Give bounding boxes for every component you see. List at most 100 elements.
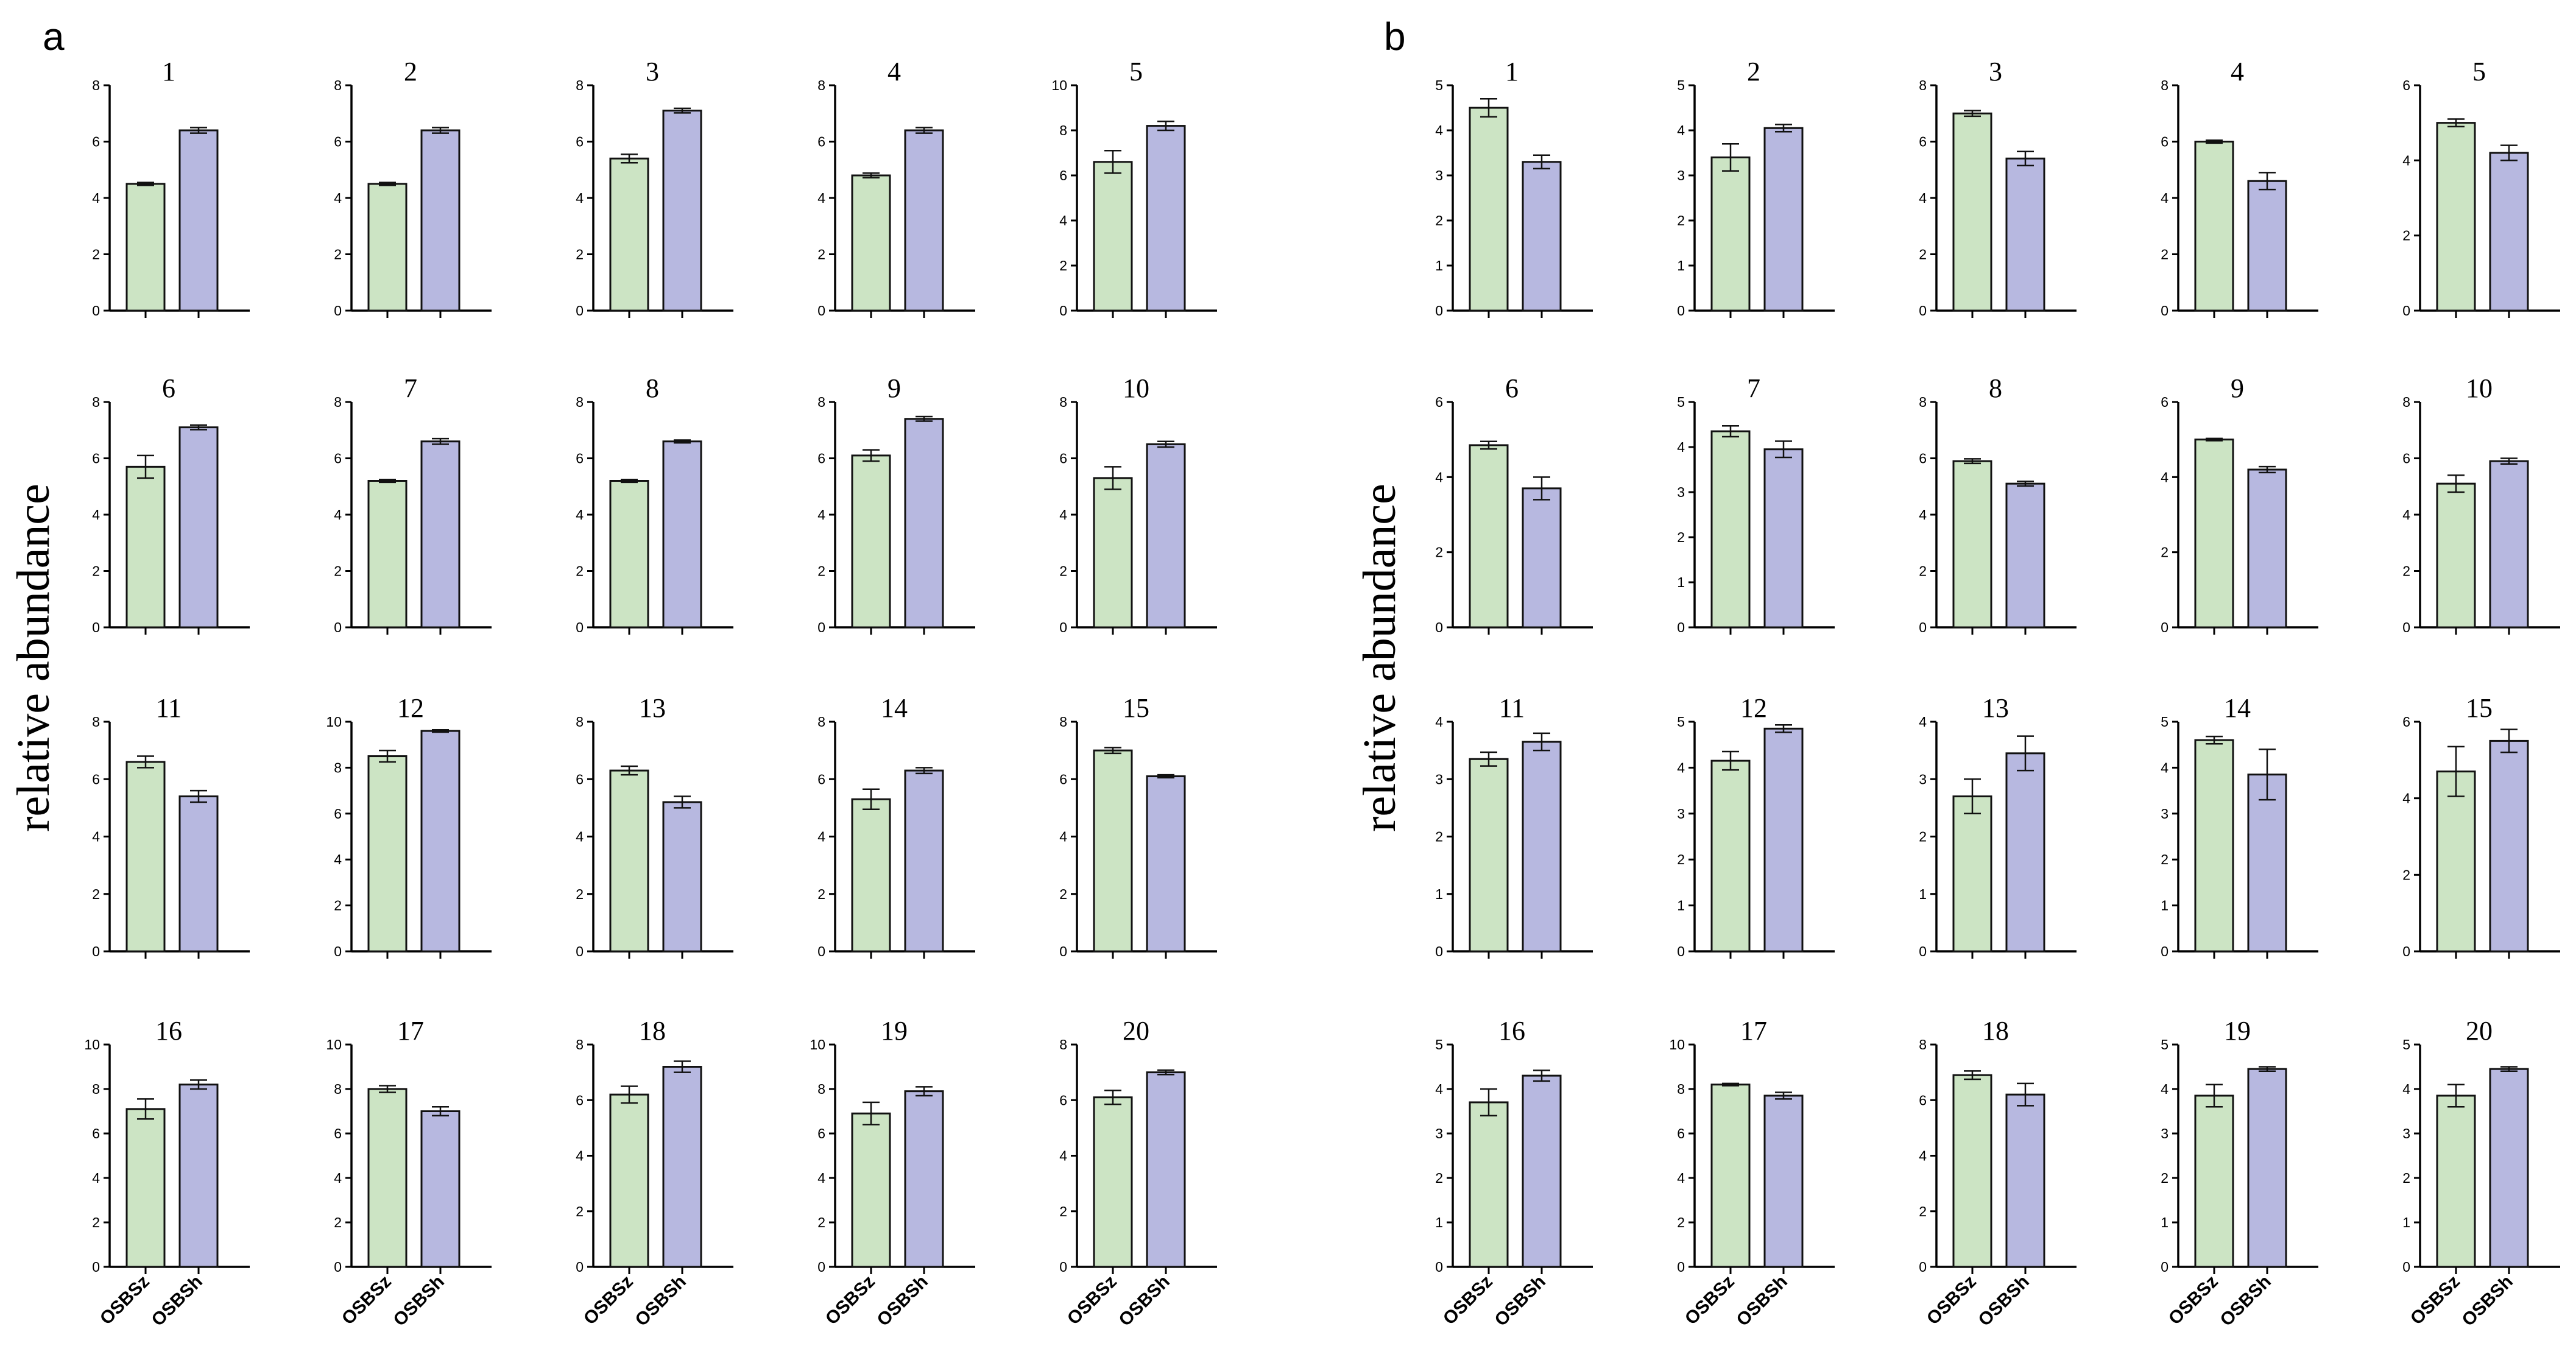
subplot-title: 13 xyxy=(639,693,666,723)
y-tick-label: 4 xyxy=(334,190,342,206)
x-category-label: OSBSz xyxy=(1681,1272,1738,1329)
bar-OSBSz xyxy=(1710,760,1751,953)
panel-label-b: b xyxy=(1384,15,1406,58)
y-tick-label: 3 xyxy=(1919,771,1927,787)
subplot-b-6: 6 0 2 4 6 xyxy=(1435,373,1593,635)
bar-OSBSz xyxy=(1952,460,1992,629)
y-tick-label: 0 xyxy=(1059,303,1067,319)
y-tick-label: 4 xyxy=(334,851,342,867)
y-tick-label: 3 xyxy=(1435,167,1443,183)
y-tick-label: 8 xyxy=(1919,394,1927,410)
subplot-a-5: 5 0 2 4 6 8 10 xyxy=(1051,57,1217,319)
y-tick-label: 10 xyxy=(1051,77,1067,93)
subplot-title: 9 xyxy=(2231,373,2244,403)
y-tick-label: 3 xyxy=(1435,1126,1443,1141)
y-tick-label: 2 xyxy=(817,563,825,579)
x-category-label: OSBSz xyxy=(1923,1272,1980,1329)
y-tick-label: 0 xyxy=(2402,619,2410,635)
bar-OSBSz xyxy=(851,174,891,312)
bar-OSBSz xyxy=(609,157,649,312)
y-tick-label: 6 xyxy=(2161,394,2168,410)
y-tick-label: 2 xyxy=(1435,1170,1443,1186)
bar-OSBSz xyxy=(1710,430,1751,629)
y-tick-label: 8 xyxy=(576,394,584,410)
y-tick-label: 8 xyxy=(1059,394,1067,410)
subplot-title: 12 xyxy=(397,693,424,723)
y-tick-label: 2 xyxy=(1677,1214,1685,1230)
y-tick-label: 2 xyxy=(92,1214,100,1230)
y-tick-label: 8 xyxy=(1919,1037,1927,1052)
y-tick-label: 2 xyxy=(334,247,342,263)
subplot-a-9: 9 0 2 4 6 8 xyxy=(817,373,975,635)
subplot-title: 10 xyxy=(1123,373,1149,403)
bar-OSBSz xyxy=(1093,749,1133,953)
y-tick-label: 6 xyxy=(92,451,100,467)
bar-OSBSh xyxy=(420,1110,461,1268)
bar-OSBSz xyxy=(609,1093,649,1268)
y-tick-label: 5 xyxy=(1677,714,1685,730)
bar-OSBSh xyxy=(1763,448,1804,629)
bar-OSBSh xyxy=(1522,1074,1562,1268)
bar-OSBSz xyxy=(367,755,408,953)
y-tick-label: 4 xyxy=(576,507,584,523)
y-tick-label: 0 xyxy=(92,303,100,319)
bar-OSBSz xyxy=(367,1088,408,1268)
subplot-title: 8 xyxy=(646,373,659,403)
subplot-a-4: 4 0 2 4 6 8 xyxy=(817,57,975,319)
subplot-b-14: 14 0 1 2 3 4 5 xyxy=(2161,693,2318,959)
bar-OSBSh xyxy=(1763,727,1804,953)
bar-OSBSz xyxy=(125,761,166,953)
y-tick-label: 0 xyxy=(1059,619,1067,635)
bar-OSBSh xyxy=(904,129,944,312)
subplot-b-10: 10 0 2 4 6 8 xyxy=(2402,373,2560,635)
y-tick-label: 6 xyxy=(817,771,825,787)
y-tick-label: 3 xyxy=(1435,771,1443,787)
subplot-title: 7 xyxy=(1747,373,1760,403)
y-tick-label: 2 xyxy=(2161,545,2168,560)
y-tick-label: 4 xyxy=(817,507,825,523)
subplot-a-13: 13 0 2 4 6 8 xyxy=(576,693,733,959)
bar-OSBSz xyxy=(1710,156,1751,312)
y-tick-label: 2 xyxy=(1435,829,1443,845)
y-tick-label: 8 xyxy=(92,714,100,730)
subplot-title: 20 xyxy=(2466,1016,2493,1046)
y-tick-label: 4 xyxy=(1059,1148,1067,1164)
y-tick-label: 2 xyxy=(1677,529,1685,545)
y-tick-label: 2 xyxy=(334,898,342,914)
y-tick-label: 4 xyxy=(92,507,100,523)
y-tick-label: 8 xyxy=(576,77,584,93)
bar-OSBSh xyxy=(904,769,944,953)
y-tick-label: 8 xyxy=(1059,714,1067,730)
bar-OSBSz xyxy=(1469,1101,1509,1268)
bar-OSBSz xyxy=(125,183,166,312)
y-tick-label: 4 xyxy=(2161,190,2168,206)
y-tick-label: 8 xyxy=(1919,77,1927,93)
bar-OSBSz xyxy=(1093,477,1133,629)
y-tick-label: 0 xyxy=(817,943,825,959)
subplot-title: 2 xyxy=(1747,57,1760,86)
subplot-title: 5 xyxy=(1129,57,1143,86)
y-tick-label: 8 xyxy=(92,77,100,93)
y-tick-label: 2 xyxy=(334,563,342,579)
subplot-b-13: 13 0 1 2 3 4 xyxy=(1919,693,2077,959)
subplot-a-10: 10 0 2 4 6 8 xyxy=(1059,373,1217,635)
subplot-title: 6 xyxy=(1505,373,1519,403)
bar-OSBSh xyxy=(2247,1068,2287,1268)
y-tick-label: 1 xyxy=(1435,886,1443,902)
subplot-title: 3 xyxy=(1989,57,2002,86)
y-tick-label: 4 xyxy=(2402,152,2410,168)
y-tick-label: 0 xyxy=(576,943,584,959)
y-tick-label: 2 xyxy=(1919,829,1927,845)
y-tick-label: 2 xyxy=(2402,1170,2410,1186)
subplot-title: 11 xyxy=(156,693,182,723)
x-category-label: OSBSh xyxy=(1491,1272,1550,1330)
x-category-label: OSBSh xyxy=(1733,1272,1791,1330)
bar-OSBSh xyxy=(2489,1068,2529,1268)
y-tick-label: 2 xyxy=(92,886,100,902)
y-tick-label: 2 xyxy=(576,247,584,263)
bar-OSBSh xyxy=(2489,460,2529,629)
